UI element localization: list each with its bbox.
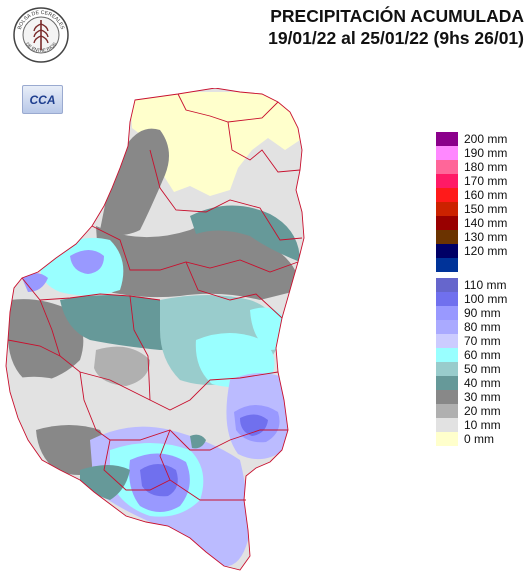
legend-item: 150 mm [436,202,526,216]
legend-item: 70 mm [436,334,526,348]
legend-item: 120 mm [436,258,526,272]
legend-swatch [436,202,458,216]
legend-item: 40 mm [436,376,526,390]
legend-label: 60 mm [464,348,501,362]
legend-label: 80 mm [464,320,501,334]
cca-badge: CCA [22,85,63,114]
cca-badge-label: CCA [29,92,56,107]
legend-label: 0 mm [464,432,494,446]
legend-item: 80 mm [436,320,526,334]
legend-item: 10 mm [436,418,526,432]
legend-label: 140 mm [464,216,508,230]
wheat-seal-icon [33,20,49,50]
legend-label: 50 mm [464,362,501,376]
legend-item: 50 mm [436,362,526,376]
legend-swatch [436,278,458,292]
precipitation-legend: 200 mm 190 mm 180 mm 170 mm 160 mm 150 m… [436,132,526,446]
legend-swatch [436,418,458,432]
legend-item: 140 mm [436,216,526,230]
legend-item: 130 mm [436,230,526,244]
legend-item: 0 mm [436,432,526,446]
legend-label: 70 mm [464,334,501,348]
legend-item: 120 mm [436,244,526,258]
legend-label: 170 mm [464,174,508,188]
legend-item: 110 mm [436,278,526,292]
legend-label: 30 mm [464,390,501,404]
legend-swatch [436,432,458,446]
legend-label: 180 mm [464,160,508,174]
department-boundaries [5,88,305,571]
legend-item: 160 mm [436,188,526,202]
legend-item: 100 mm [436,292,526,306]
legend-swatch [436,146,458,160]
legend-label: 110 mm [464,278,507,292]
legend-item: 170 mm [436,174,526,188]
legend-swatch [436,216,458,230]
legend-label: 150 mm [464,202,508,216]
map-title-main: PRECIPITACIÓN ACUMULADA [270,6,524,26]
legend-swatch [436,258,458,272]
legend-swatch [436,404,458,418]
legend-label: 190 mm [464,146,508,160]
legend-swatch [436,188,458,202]
legend-label: 20 mm [464,404,501,418]
legend-swatch [436,292,458,306]
precipitation-map [5,88,305,571]
legend-label: 130 mm [464,230,508,244]
legend-swatch [436,174,458,188]
legend-swatch [436,132,458,146]
legend-label: 100 mm [464,292,508,306]
legend-swatch [436,244,458,258]
legend-swatch [436,376,458,390]
legend-item: 200 mm [436,132,526,146]
map-title-period: 19/01/22 al 25/01/22 (9hs 26/01) [268,28,524,48]
legend-item: 180 mm [436,160,526,174]
legend-label: 120 mm [464,244,508,258]
legend-swatch [436,334,458,348]
legend-item: 90 mm [436,306,526,320]
legend-label: 10 mm [464,418,501,432]
legend-item: 30 mm [436,390,526,404]
legend-item: 190 mm [436,146,526,160]
legend-swatch [436,362,458,376]
bolsa-cereales-logo: BOLSA DE CEREALES DE ENTRE RIOS [13,7,69,63]
legend-label: 90 mm [464,306,501,320]
legend-label: 160 mm [464,188,508,202]
legend-item: 20 mm [436,404,526,418]
precipitation-fields [6,88,304,570]
legend-label: 200 mm [464,132,508,146]
map-title: PRECIPITACIÓN ACUMULADA 19/01/22 al 25/0… [268,5,524,49]
legend-swatch [436,230,458,244]
legend-swatch [436,390,458,404]
legend-swatch [436,160,458,174]
legend-swatch [436,320,458,334]
legend-label: 40 mm [464,376,501,390]
legend-swatch [436,306,458,320]
legend-swatch [436,348,458,362]
legend-item: 60 mm [436,348,526,362]
